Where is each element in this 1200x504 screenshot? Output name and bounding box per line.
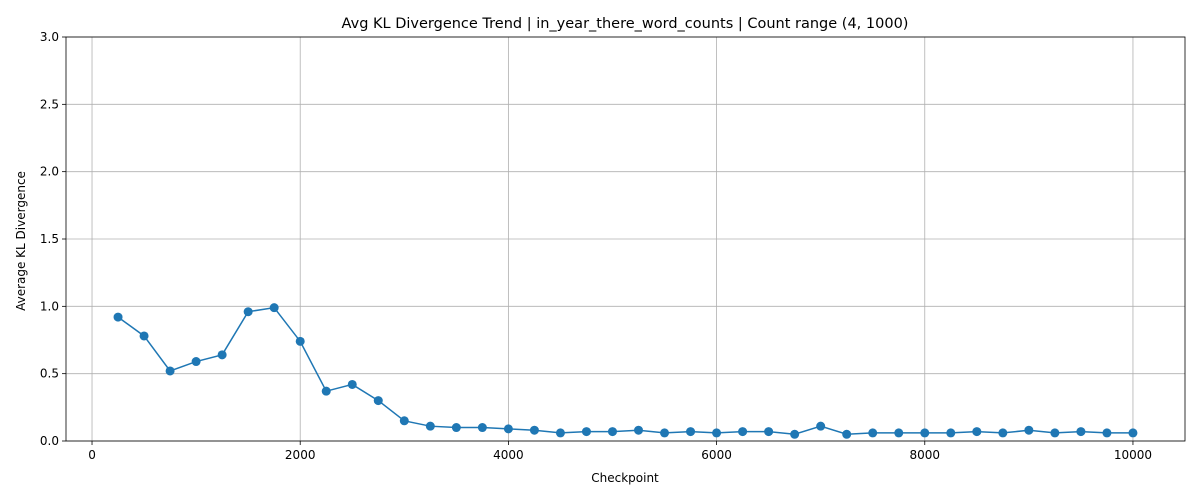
axes: 0 2000 4000 6000 8000 10000 0.0 0.5 1.0 1.5 2.0 2.5… bbox=[40, 30, 1186, 462]
y-tick-label: 2.5 bbox=[40, 97, 59, 111]
data-point bbox=[660, 428, 670, 438]
data-point bbox=[555, 428, 565, 438]
x-tick-label: 4000 bbox=[493, 448, 524, 462]
data-point bbox=[191, 357, 201, 367]
plot-frame bbox=[65, 36, 1186, 442]
data-point bbox=[295, 336, 305, 346]
y-tick-label: 1.0 bbox=[40, 299, 59, 313]
data-point bbox=[842, 429, 852, 439]
data-point bbox=[165, 366, 175, 376]
data-point bbox=[1128, 428, 1138, 438]
data-point bbox=[607, 427, 617, 437]
data-point bbox=[451, 423, 461, 433]
data-point bbox=[113, 312, 123, 322]
data-point bbox=[920, 428, 930, 438]
data-point bbox=[764, 427, 774, 437]
series-line bbox=[117, 306, 1133, 436]
data-point bbox=[946, 428, 956, 438]
data-point bbox=[998, 428, 1008, 438]
data-point bbox=[868, 428, 878, 438]
data-point bbox=[217, 350, 227, 360]
data-point bbox=[477, 423, 487, 433]
data-point bbox=[712, 428, 722, 438]
grid bbox=[66, 36, 1185, 442]
y-axis-label: Average KL Divergence bbox=[14, 171, 28, 311]
data-point bbox=[139, 331, 149, 341]
data-point bbox=[529, 425, 539, 435]
data-point bbox=[634, 425, 644, 435]
data-point bbox=[1102, 428, 1112, 438]
data-point bbox=[321, 386, 331, 396]
data-point bbox=[790, 429, 800, 439]
data-point bbox=[269, 303, 279, 313]
y-tick-label: 1.5 bbox=[40, 232, 59, 246]
x-axis-label: Checkpoint bbox=[591, 471, 659, 485]
data-point bbox=[972, 427, 982, 437]
data-point bbox=[399, 416, 409, 426]
data-point bbox=[347, 379, 357, 389]
data-point bbox=[1024, 425, 1034, 435]
data-point bbox=[738, 427, 748, 437]
y-tick-label: 2.0 bbox=[40, 165, 59, 179]
data-point bbox=[503, 424, 513, 434]
data-point bbox=[425, 421, 435, 431]
data-point bbox=[243, 307, 253, 317]
y-tick-label: 0.0 bbox=[40, 434, 59, 448]
series bbox=[113, 303, 1138, 439]
data-point bbox=[686, 427, 696, 437]
data-point bbox=[581, 427, 591, 437]
data-point bbox=[1050, 428, 1060, 438]
x-tick-label: 6000 bbox=[701, 448, 732, 462]
data-point bbox=[894, 428, 904, 438]
data-point bbox=[373, 396, 383, 406]
y-tick-label: 3.0 bbox=[40, 30, 59, 44]
y-tick-label: 0.5 bbox=[40, 367, 59, 381]
x-tick-label: 8000 bbox=[909, 448, 940, 462]
x-tick-label: 2000 bbox=[285, 448, 316, 462]
x-tick-label: 0 bbox=[88, 448, 96, 462]
data-point bbox=[816, 421, 826, 431]
data-point bbox=[1076, 427, 1086, 437]
x-tick-label: 10000 bbox=[1114, 448, 1152, 462]
chart-title: Avg KL Divergence Trend | in_year_there_… bbox=[342, 16, 909, 32]
